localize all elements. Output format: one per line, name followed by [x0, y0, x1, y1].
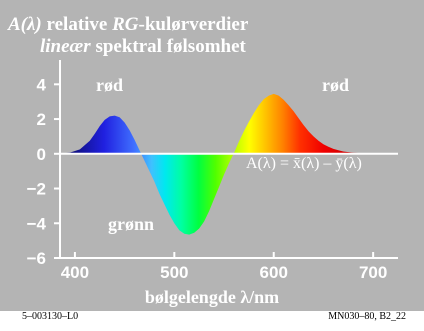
- chart: A(λ) relative RG-kulørverdier lineær spe…: [0, 0, 424, 311]
- annotation-red-left: rød: [96, 75, 123, 95]
- y-tick-label: −4: [27, 214, 47, 233]
- y-tick-label: −6: [27, 249, 46, 268]
- annotation-red-right: rød: [322, 75, 349, 95]
- chart-title-line1: A(λ) relative RG-kulørverdier: [7, 14, 249, 35]
- y-tick-label: 0: [37, 145, 46, 164]
- annotation-formula: A(λ) = x̄(λ) – ȳ(λ): [246, 155, 362, 172]
- title-rg: RG: [111, 14, 139, 35]
- x-tick-label: 700: [359, 263, 387, 282]
- x-tick-label: 400: [61, 263, 89, 282]
- sensitivity-area: [60, 93, 393, 235]
- annotation-green: grønn: [108, 214, 154, 234]
- chart-title-line2: lineær spektral følsomhet: [40, 36, 247, 57]
- footer-right: MN030–80, B2_22: [328, 311, 406, 322]
- y-tick-label: −2: [27, 180, 46, 199]
- title-text: relative: [42, 14, 112, 35]
- axes: 4 2 0 −2 −4 −6 400 500 600 700: [27, 60, 398, 282]
- title-line2-text: spektral følsomhet: [91, 36, 247, 57]
- footer-left: 5–003130–L0: [22, 311, 79, 322]
- y-tick-label: 4: [37, 75, 47, 94]
- y-tick-label: 2: [37, 110, 46, 129]
- title-linear: lineær: [40, 36, 91, 57]
- x-tick-label: 500: [160, 263, 188, 282]
- x-tick-label: 600: [260, 263, 288, 282]
- title-symbol: A(λ): [7, 14, 42, 35]
- title-suffix: -kulørverdier: [139, 14, 249, 35]
- x-axis-label: bølgelengde λ/nm: [145, 287, 279, 307]
